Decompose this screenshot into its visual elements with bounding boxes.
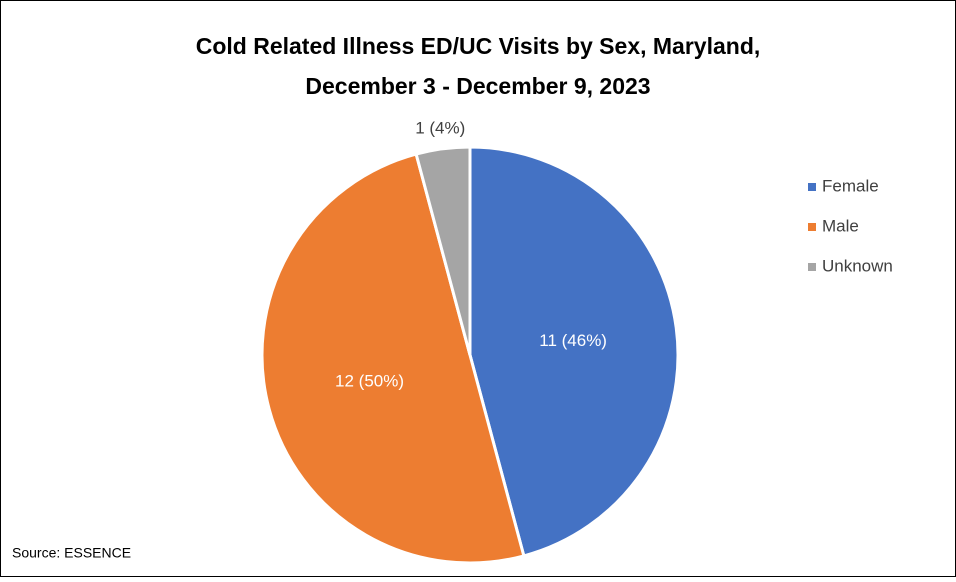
pie-slice	[260, 152, 526, 565]
legend-label: Male	[822, 216, 859, 235]
legend-label: Unknown	[822, 256, 893, 275]
legend-swatch	[808, 223, 816, 231]
legend-label: Female	[822, 176, 879, 195]
pie-slice	[468, 145, 680, 558]
data-label: 1 (4%)	[415, 118, 465, 137]
pie-slice	[414, 145, 472, 356]
chart-title: December 3 - December 9, 2023	[305, 73, 650, 99]
legend-swatch	[808, 183, 816, 191]
source-note: Source: ESSENCE	[12, 545, 131, 561]
chart-title: Cold Related Illness ED/UC Visits by Sex…	[196, 33, 761, 59]
data-label: 12 (50%)	[335, 371, 404, 390]
legend-swatch	[808, 263, 816, 271]
data-label: 11 (46%)	[539, 331, 607, 350]
